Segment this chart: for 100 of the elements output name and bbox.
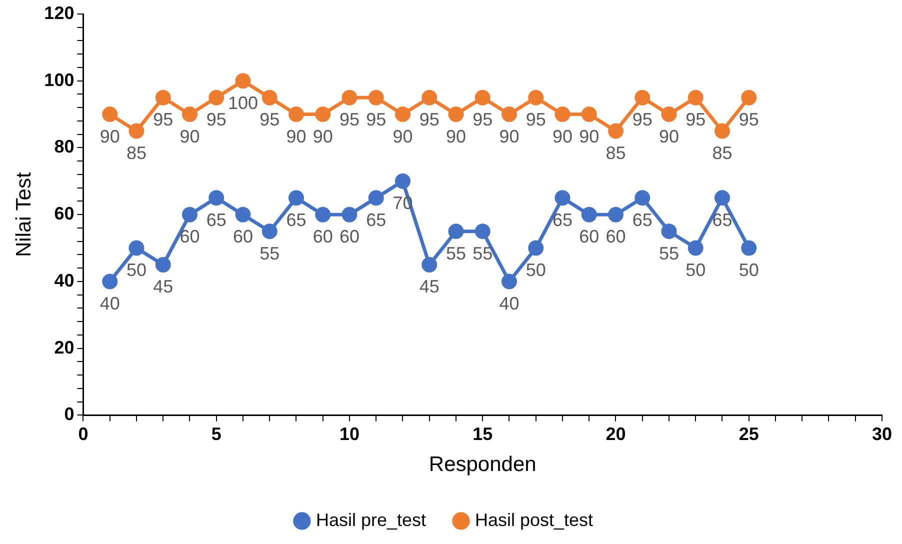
point	[128, 240, 144, 256]
point	[528, 240, 544, 256]
data-label: 90	[312, 126, 333, 146]
point	[581, 206, 597, 222]
data-label: 45	[153, 276, 174, 297]
point	[554, 106, 570, 122]
y-tick-label: 120	[44, 2, 74, 23]
point	[262, 224, 278, 240]
data-label: 60	[232, 226, 253, 247]
data-label: 60	[180, 226, 200, 247]
point	[394, 106, 410, 122]
point	[235, 73, 251, 89]
data-label: 90	[446, 126, 466, 146]
data-label: 95	[153, 110, 174, 130]
data-label: 95	[206, 110, 226, 130]
point	[315, 106, 331, 122]
x-tick-label: 15	[472, 424, 493, 444]
point	[394, 173, 410, 189]
data-label: 100	[228, 92, 258, 113]
y-tick-label: 80	[54, 136, 74, 157]
point	[208, 90, 224, 106]
point	[368, 90, 384, 106]
point	[581, 106, 597, 122]
point	[474, 224, 490, 240]
data-label: 65	[206, 210, 226, 230]
y-tick-label: 40	[54, 270, 74, 290]
point	[315, 206, 331, 222]
data-label: 95	[632, 110, 652, 130]
data-label: 50	[738, 260, 759, 280]
data-label: 50	[686, 260, 706, 280]
data-label: 95	[419, 110, 440, 130]
point	[501, 106, 517, 122]
data-label: 90	[579, 126, 600, 146]
x-tick-label: 5	[211, 424, 222, 444]
point	[208, 190, 224, 206]
point	[741, 90, 757, 106]
point	[182, 106, 198, 122]
data-label: 95	[366, 110, 386, 130]
point	[608, 123, 624, 139]
point	[661, 224, 677, 240]
data-label: 90	[286, 126, 306, 146]
point	[688, 240, 704, 256]
data-label: 85	[606, 142, 626, 163]
point	[128, 123, 144, 139]
data-label: 90	[499, 126, 520, 146]
data-label: 85	[712, 142, 732, 163]
y-tick-label: 0	[64, 404, 74, 424]
data-label: 65	[286, 210, 306, 230]
data-label: 40	[499, 293, 520, 314]
point	[342, 90, 358, 106]
legend-label: Hasil post_test	[474, 510, 594, 530]
y-axis-title: Nilai Test	[12, 172, 36, 258]
point	[448, 224, 464, 240]
data-label: 65	[552, 210, 573, 230]
data-label: 65	[712, 210, 732, 230]
point	[422, 257, 438, 272]
data-label: 50	[126, 260, 146, 280]
data-label: 90	[100, 126, 120, 146]
point	[714, 190, 730, 206]
legend-label: Hasil pre_test	[316, 510, 426, 530]
data-label: 50	[526, 260, 546, 280]
data-label: 95	[472, 110, 493, 130]
point	[688, 90, 704, 106]
data-label: 55	[472, 243, 493, 264]
y-tick-label: 60	[54, 204, 74, 224]
point	[342, 206, 358, 222]
point	[102, 106, 118, 122]
data-label: 60	[579, 226, 600, 247]
data-label: 95	[339, 110, 360, 130]
point	[661, 106, 677, 122]
point	[262, 90, 278, 106]
data-label: 90	[180, 126, 200, 146]
data-label: 90	[552, 126, 573, 146]
point	[741, 240, 757, 256]
data-label: 60	[312, 226, 333, 247]
point	[474, 90, 490, 106]
x-tick-label: 20	[606, 424, 626, 444]
point	[288, 190, 304, 206]
data-label: 95	[686, 110, 706, 130]
point	[554, 190, 570, 206]
point	[714, 123, 730, 139]
data-label: 90	[392, 126, 413, 146]
data-label: 55	[260, 243, 280, 264]
data-label: 95	[526, 110, 546, 130]
data-label: 95	[260, 110, 280, 130]
x-axis-title: Responden	[428, 453, 536, 476]
point	[501, 274, 517, 290]
x-tick-label: 0	[78, 424, 88, 444]
data-label: 55	[658, 243, 680, 264]
point	[182, 206, 198, 222]
point	[448, 106, 464, 122]
data-label: 40	[100, 293, 120, 314]
y-tick-label: 100	[44, 70, 74, 90]
x-tick-label: 25	[738, 424, 759, 444]
x-tick-label: 10	[339, 424, 360, 444]
point	[235, 206, 251, 222]
data-label: 55	[446, 243, 466, 264]
data-label: 65	[366, 210, 386, 230]
data-label: 85	[126, 142, 146, 163]
point	[155, 257, 171, 272]
